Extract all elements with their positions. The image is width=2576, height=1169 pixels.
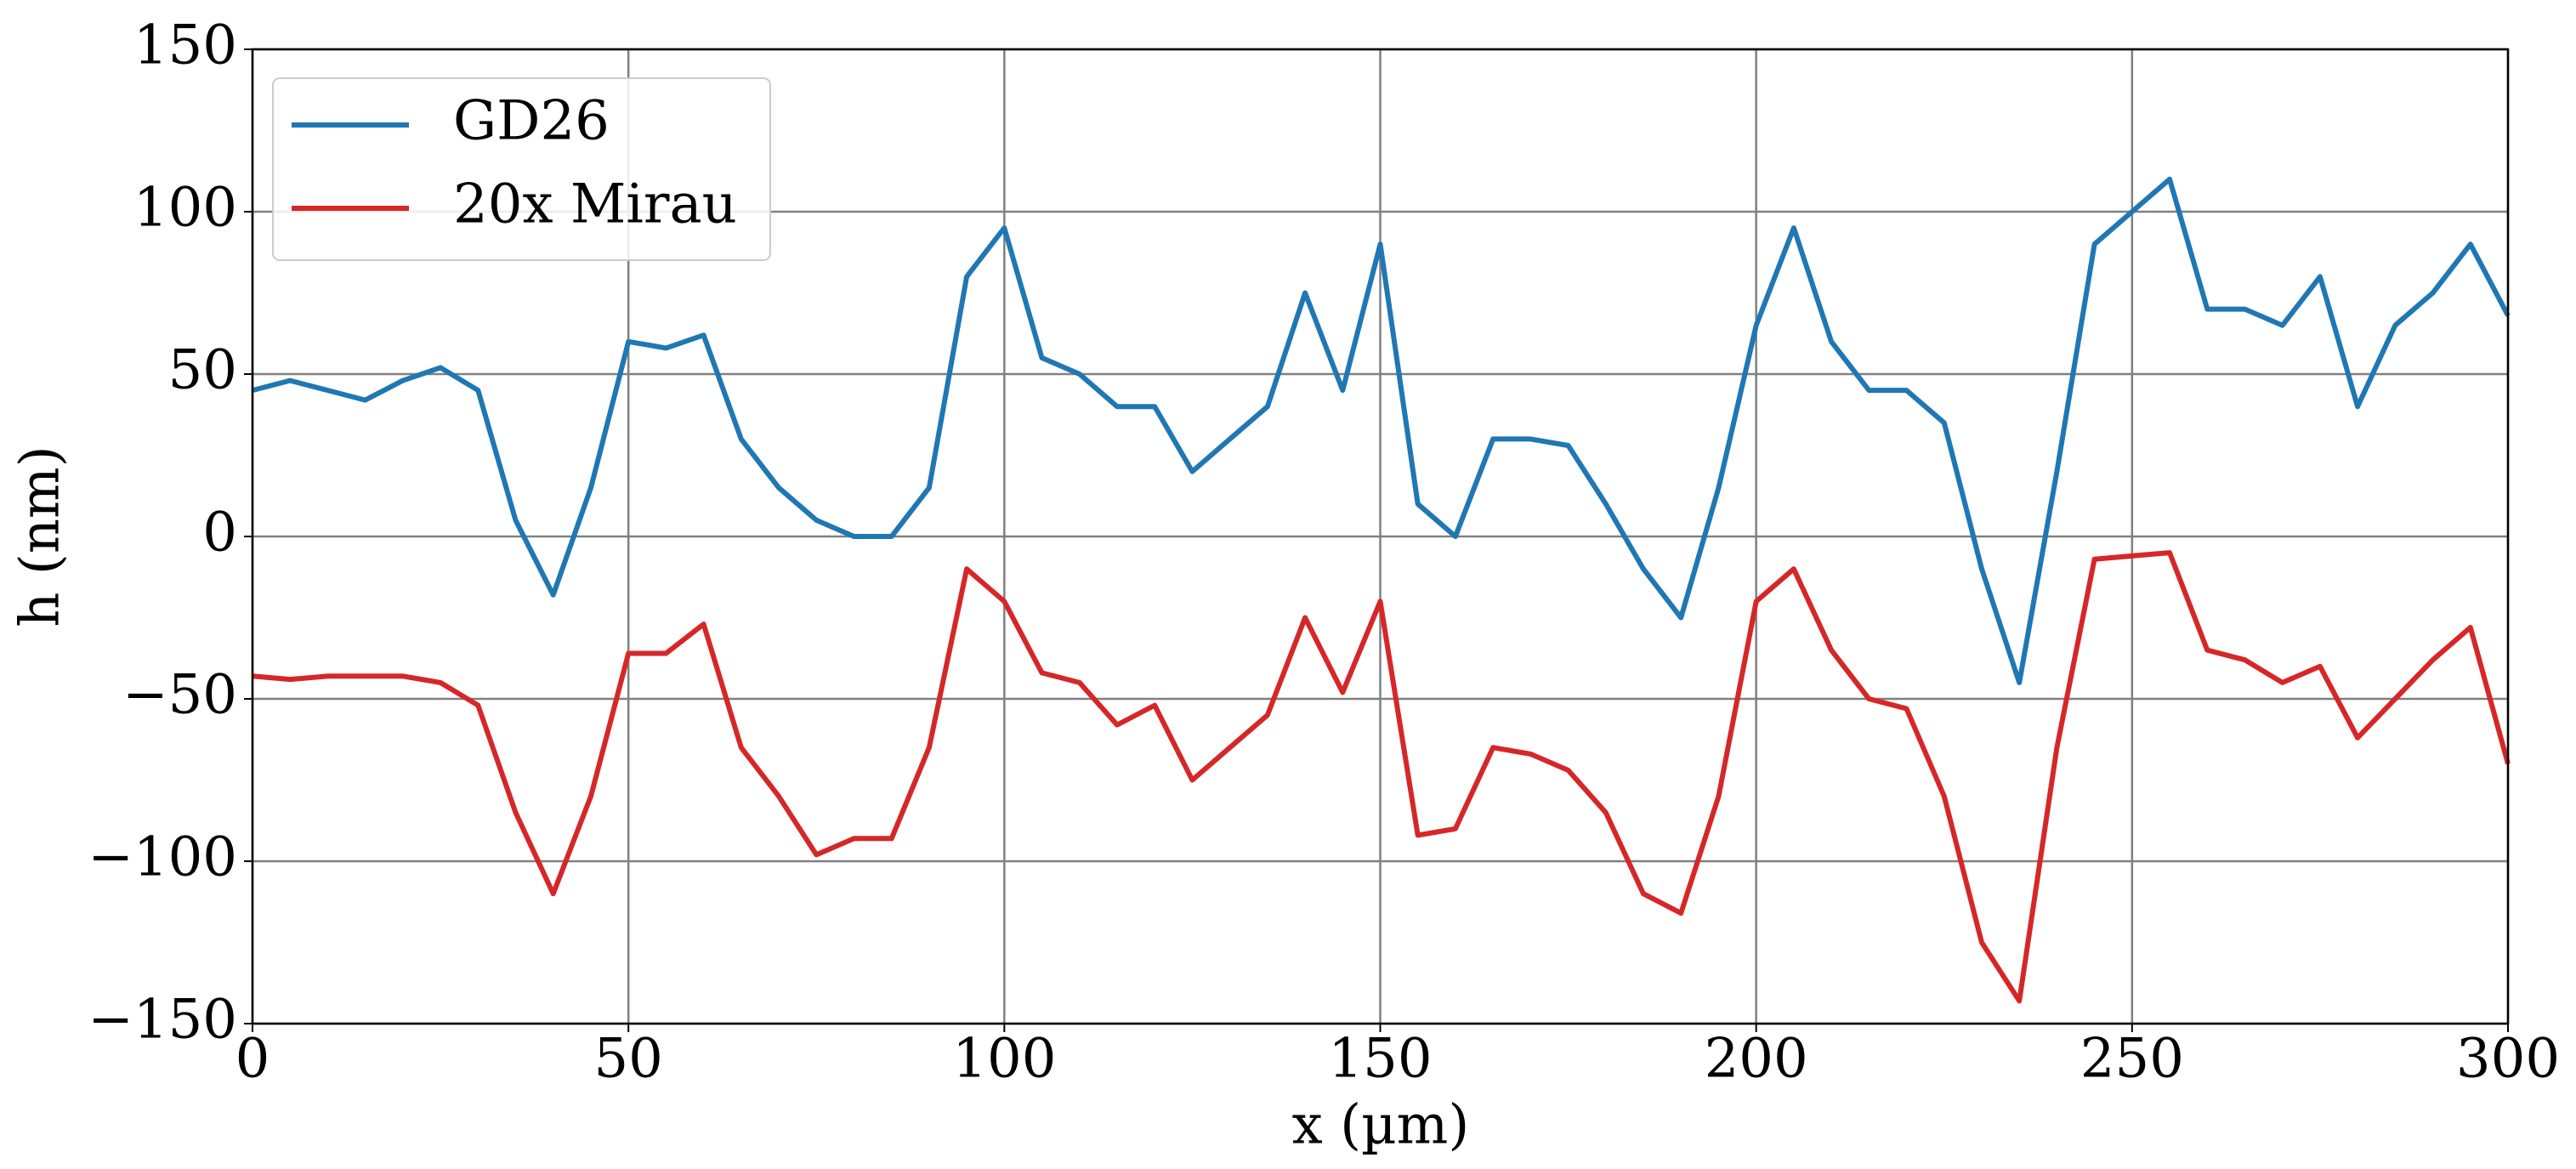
x-tick-label: 200	[1705, 1028, 1808, 1091]
data-line	[252, 176, 2511, 685]
x-tick-label: 0	[235, 1028, 270, 1091]
x-axis-label: x (µm)	[1292, 1094, 1470, 1157]
x-tick-label: 50	[593, 1028, 662, 1091]
x-tick-label: 100	[952, 1028, 1056, 1091]
data-line	[252, 550, 2511, 1004]
y-tick-label: 50	[168, 339, 237, 402]
y-axis-label: h (nm)	[9, 445, 72, 627]
y-tick-label: 100	[133, 177, 237, 240]
y-tick-label: −150	[88, 989, 237, 1052]
x-tick-label: 300	[2456, 1028, 2560, 1091]
legend-label: GD26	[453, 90, 610, 153]
legend-label: 20x Mirau	[453, 173, 737, 236]
y-tick-label: −50	[122, 664, 237, 727]
y-tick-label: 150	[133, 14, 237, 77]
y-tick-label: −100	[88, 826, 237, 889]
plot-frame	[251, 48, 2510, 1025]
x-tick-label: 250	[2080, 1028, 2184, 1091]
x-tick-label: 150	[1328, 1028, 1432, 1091]
y-tick-label: 0	[202, 502, 237, 565]
